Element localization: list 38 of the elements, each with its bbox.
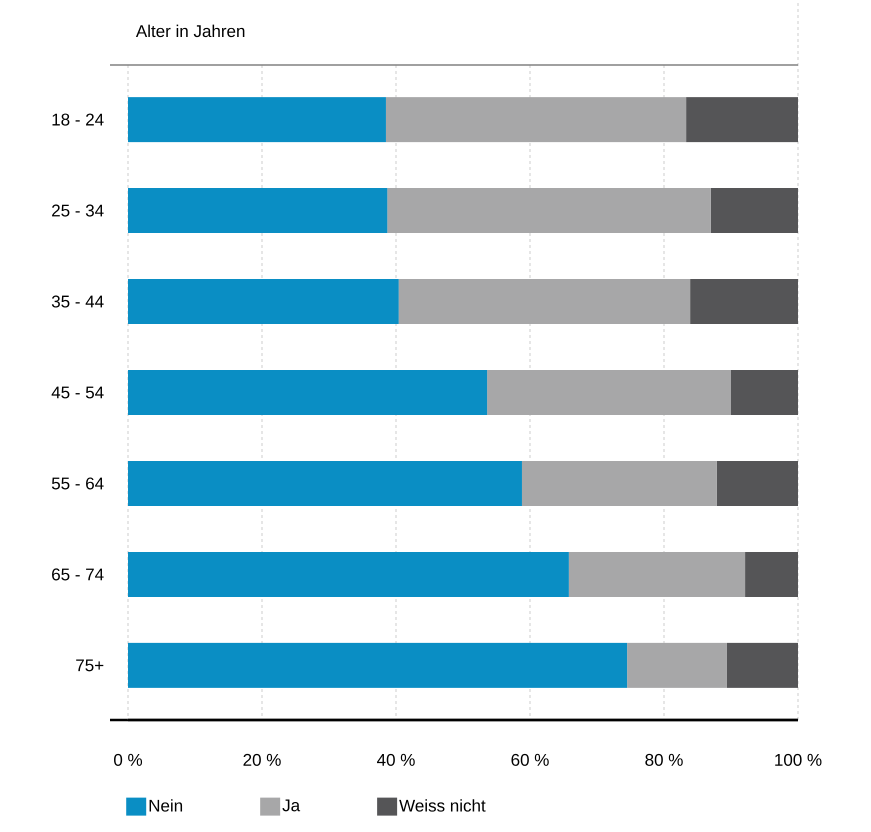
y-tick-label: 55 - 64 (52, 477, 104, 490)
x-tick-label: 20 % (243, 754, 281, 766)
y-tick-label: 65 - 74 (52, 568, 104, 580)
x-tick-label: 100 % (775, 754, 822, 766)
x-tick-label: 0 % (114, 754, 142, 766)
x-tick-label: 40 % (377, 754, 415, 766)
bar (716, 460, 798, 506)
y-tick-label: 45 - 54 (52, 386, 104, 398)
bar (128, 460, 522, 506)
bar (128, 279, 399, 324)
bar (128, 552, 569, 597)
bar (128, 642, 628, 688)
bar (128, 188, 388, 234)
bar (487, 370, 731, 415)
bar (745, 552, 798, 597)
y-tick-label: 25 - 34 (52, 204, 104, 217)
bar (627, 642, 727, 688)
bar (690, 279, 798, 324)
bar (568, 552, 746, 597)
y-tick-label: 75+ (76, 659, 104, 672)
bar (726, 642, 798, 688)
y-tick-label: 18 - 24 (52, 114, 104, 126)
bar (128, 370, 488, 415)
bar (686, 97, 798, 142)
y-tick-label: 35 - 44 (52, 296, 104, 308)
x-tick-label: 60 % (511, 754, 549, 766)
bar (398, 279, 690, 324)
bar (731, 370, 798, 415)
bar (128, 97, 386, 142)
bar (386, 97, 686, 142)
y-axis-title: Alter in Jahren (136, 24, 244, 38)
legend-label: Weiss nicht (399, 799, 486, 812)
legend-label: Nein (150, 799, 182, 812)
bar (387, 188, 711, 234)
legend-label: Ja (282, 800, 300, 812)
bar (522, 460, 717, 506)
x-tick-label: 80 % (645, 754, 683, 766)
bar (710, 188, 798, 234)
